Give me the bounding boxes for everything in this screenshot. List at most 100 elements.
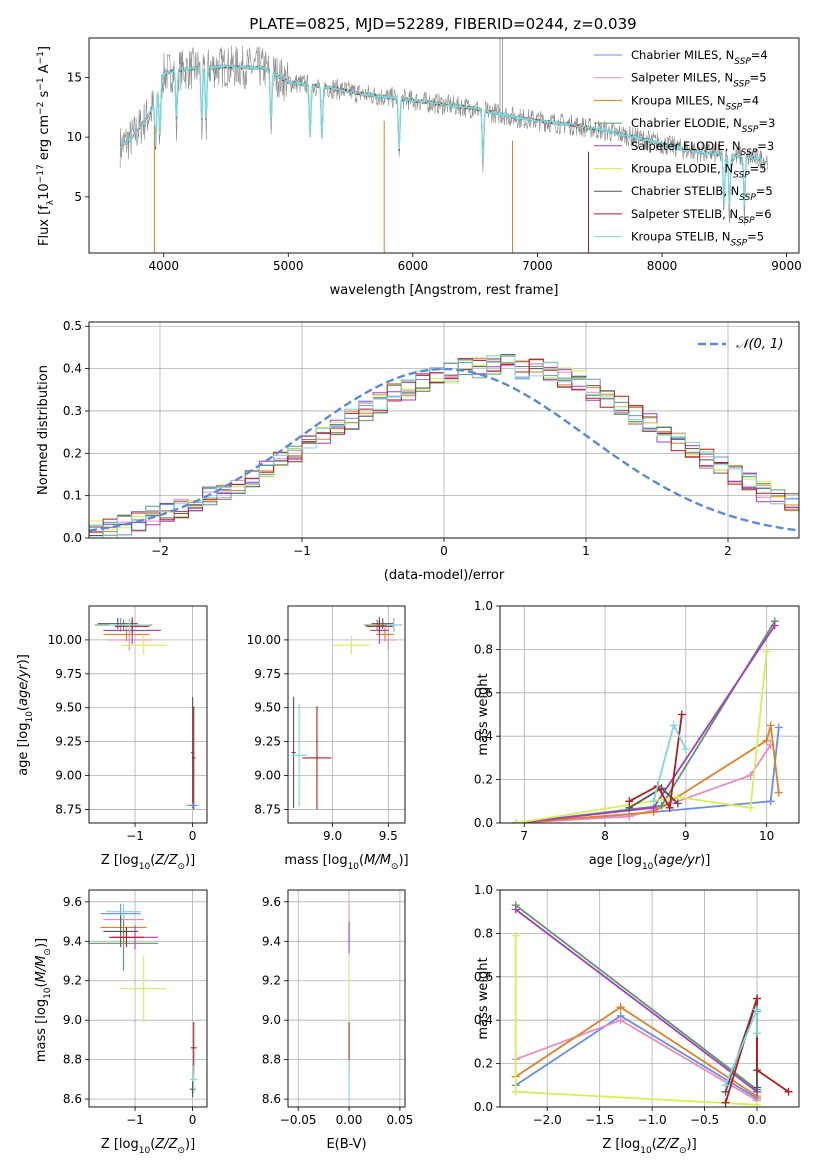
y-tick-label: 9.0 xyxy=(262,1013,281,1027)
legend-label: Salpeter ELODIE, NSSP=3 xyxy=(631,139,774,158)
y-tick-label: 9.00 xyxy=(254,769,281,783)
y-tick-label: 10.00 xyxy=(247,633,281,647)
weight-marker xyxy=(665,803,674,812)
weight-marker xyxy=(649,797,658,806)
axes-frame xyxy=(88,321,800,539)
x-tick-label: −1.5 xyxy=(585,1113,614,1127)
tick-group: −1 0 8.75 9.00 9.25 9.50 9.75 10.00 xyxy=(48,633,197,843)
weight-marker xyxy=(673,799,682,808)
x-axis-label: mass [log10(M/M⊙)] xyxy=(284,853,408,872)
errorbar-point xyxy=(189,1081,196,1098)
errorbar-point xyxy=(106,629,153,651)
panel-mass_weight_vs_Z: −2.0 −1.5 −1.0 −0.5 0.0 0.0 0.2 0.4 0.6 0.8 1.0 Z [… xyxy=(474,883,800,1156)
weight-marker xyxy=(721,1081,730,1090)
weight-line-chabrier_miles xyxy=(515,1011,758,1100)
weight-marker xyxy=(753,1083,762,1092)
legend-label: Kroupa STELIB, NSSP=5 xyxy=(631,230,764,249)
weight-marker xyxy=(774,723,783,732)
errorbar-point xyxy=(387,618,401,632)
y-tick-label: 0.5 xyxy=(63,319,82,333)
y-tick-label: 8.6 xyxy=(63,1092,82,1106)
panel-mass_vs_ebv: −0.05 0.00 0.05 8.6 8.8 9.0 9.2 9.4 9.6 E(B-V) xyxy=(262,889,414,1152)
weight-marker xyxy=(753,1066,762,1075)
errorbar-point xyxy=(291,703,307,807)
y-tick-label: 8.6 xyxy=(262,1092,281,1106)
plot-area xyxy=(89,903,198,1098)
weight-marker xyxy=(753,1005,762,1014)
weight-marker xyxy=(681,745,690,754)
y-tick-label: 8.75 xyxy=(55,802,82,816)
errorbar-point xyxy=(332,635,371,655)
plot-area xyxy=(512,617,783,823)
errorbar-point xyxy=(120,955,167,1023)
y-axis-label: mass weight xyxy=(476,957,491,1039)
weight-marker xyxy=(657,801,666,810)
weight-marker xyxy=(762,736,771,745)
weight-marker xyxy=(511,905,520,914)
y-tick-label: 9.25 xyxy=(254,735,281,749)
y-tick-label: 9.4 xyxy=(262,934,281,948)
errorbar-point xyxy=(114,619,150,634)
x-tick-label: 0 xyxy=(189,1113,197,1127)
y-tick-label: 0.3 xyxy=(63,404,82,418)
errorbar-point xyxy=(103,627,150,642)
errorbar-point xyxy=(190,1065,198,1094)
y-tick-label: 9.50 xyxy=(254,701,281,715)
x-tick-label: 5000 xyxy=(273,259,304,273)
weight-marker xyxy=(766,721,775,730)
y-axis-label: age [log10(age/yr)] xyxy=(16,654,35,776)
axes-frame xyxy=(287,605,406,824)
normal-curve xyxy=(89,367,799,532)
y-tick-label: 0.6 xyxy=(474,970,493,984)
weight-marker xyxy=(512,819,521,823)
plot-area xyxy=(119,38,769,253)
errorbar-point xyxy=(366,619,393,634)
x-axis-label: (data-model)/error xyxy=(384,568,505,583)
x-tick-label: −0.5 xyxy=(690,1113,719,1127)
legend-label: Kroupa ELODIE, NSSP=5 xyxy=(631,162,767,181)
weight-marker xyxy=(625,797,634,806)
axes-frame xyxy=(499,605,800,824)
axes-frame xyxy=(88,37,800,254)
errorbar-point xyxy=(109,618,150,632)
y-tick-label: 9.2 xyxy=(262,974,281,988)
weight-marker xyxy=(616,1003,625,1012)
y-tick-label: 1.0 xyxy=(474,599,493,613)
legend: 𝒩(0, 1) xyxy=(698,337,783,352)
weight-marker xyxy=(753,1100,762,1107)
y-tick-label: 9.0 xyxy=(63,1013,82,1027)
y-tick-label: 1.0 xyxy=(474,883,493,897)
x-tick-label: −1 xyxy=(126,829,144,843)
y-tick-label: 9.4 xyxy=(63,934,82,948)
weight-line-salpeter_stelib xyxy=(628,714,683,811)
axes-frame xyxy=(287,889,406,1108)
errorbar-point xyxy=(302,706,332,810)
x-tick-label: 6000 xyxy=(398,259,429,273)
y-tick-label: 0.0 xyxy=(63,531,82,545)
errorbar-point xyxy=(380,629,397,651)
y-tick-label: 8.8 xyxy=(63,1053,82,1067)
plots-layer: 4000 5000 6000 7000 8000 900051015wavelength … xyxy=(16,37,802,1156)
panel-age_vs_Z: −1 0 8.75 9.00 9.25 9.50 9.75 10.00 Z [log10(Z/Z… xyxy=(16,605,208,872)
x-tick-label: 0.05 xyxy=(387,1113,414,1127)
axes-frame xyxy=(499,889,800,1108)
weight-line-kroupa_stelib xyxy=(724,1009,758,1086)
x-tick-label: −1 xyxy=(293,544,311,558)
y-axis-label: Flux [fλ10−17 erg cm−2 s−1 A−1] xyxy=(36,46,56,246)
y-tick-label: 0.2 xyxy=(63,446,82,460)
errorbar-point xyxy=(106,903,141,920)
legend: Chabrier MILES, NSSP=4 Salpeter MILES, NS… xyxy=(594,48,775,249)
model-spectrum-kroupa_stelib xyxy=(119,63,763,206)
y-axis-label: mass weight xyxy=(476,673,491,755)
errorbar-point xyxy=(291,696,296,809)
x-tick-label: 0 xyxy=(440,544,448,558)
x-tick-label: 1 xyxy=(582,544,590,558)
y-tick-label: 9.2 xyxy=(63,974,82,988)
x-tick-label: 10 xyxy=(759,829,774,843)
weight-marker xyxy=(677,710,686,719)
panel-age_vs_mass: 9.0 9.5 8.75 9.00 9.25 9.50 9.75 10.00 mass [log… xyxy=(247,605,409,872)
y-tick-label: 8.75 xyxy=(254,802,281,816)
weight-marker xyxy=(616,1016,625,1025)
weight-marker xyxy=(766,797,775,806)
